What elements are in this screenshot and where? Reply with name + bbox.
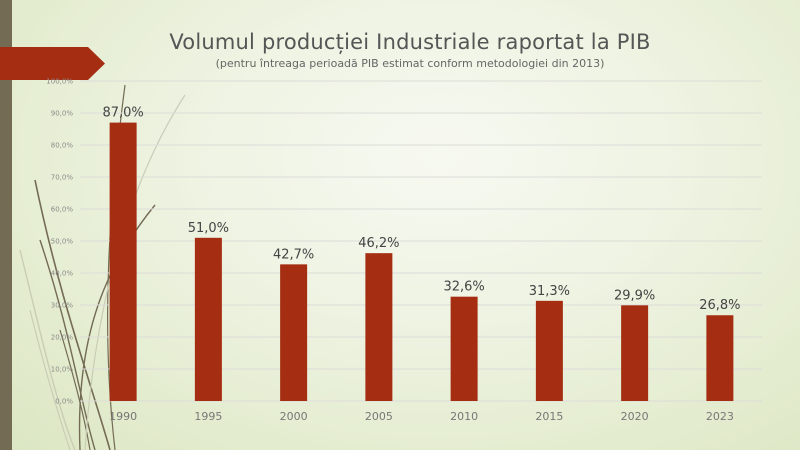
y-tick-label: 60,0%: [51, 206, 74, 214]
arrow-banner: [0, 47, 105, 80]
data-label: 26,8%: [699, 298, 740, 313]
data-label: 32,6%: [443, 280, 484, 295]
bar-2010: [450, 296, 478, 401]
data-label: 46,2%: [358, 236, 399, 251]
data-label: 29,9%: [614, 288, 655, 303]
y-tick-label: 80,0%: [51, 142, 74, 150]
bar-2023: [706, 315, 734, 401]
x-tick-label: 2005: [365, 410, 393, 423]
data-label: 87,0%: [102, 106, 143, 121]
y-tick-label: 30,0%: [51, 302, 74, 310]
bar-2000: [280, 264, 308, 401]
bar-2015: [535, 300, 563, 401]
bar-1990: [109, 122, 137, 401]
chart-subtitle: (pentru întreaga perioadă PIB estimat co…: [215, 57, 605, 70]
y-tick-label: 20,0%: [51, 334, 74, 342]
y-tick-label: 0,0%: [55, 398, 73, 406]
chart-title: Volumul producției Industriale raportat …: [169, 30, 651, 54]
x-tick-label: 1990: [109, 410, 137, 423]
y-tick-label: 40,0%: [51, 270, 74, 278]
x-tick-label: 1995: [194, 410, 222, 423]
data-label: 42,7%: [273, 247, 314, 262]
y-tick-label: 70,0%: [51, 174, 74, 182]
x-tick-label: 2010: [450, 410, 478, 423]
x-tick-label: 2020: [621, 410, 649, 423]
y-tick-label: 50,0%: [51, 238, 74, 246]
y-tick-label: 100,0%: [46, 78, 73, 86]
x-tick-label: 2015: [535, 410, 563, 423]
bar-2005: [365, 253, 393, 401]
x-tick-label: 2000: [280, 410, 308, 423]
data-label: 31,3%: [529, 284, 570, 299]
bar-1995: [194, 237, 222, 401]
x-tick-label: 2023: [706, 410, 734, 423]
y-tick-label: 10,0%: [51, 366, 74, 374]
data-label: 51,0%: [188, 221, 229, 236]
side-accent-bar: [0, 0, 12, 450]
bar-2020: [621, 305, 649, 401]
y-tick-label: 90,0%: [51, 110, 74, 118]
